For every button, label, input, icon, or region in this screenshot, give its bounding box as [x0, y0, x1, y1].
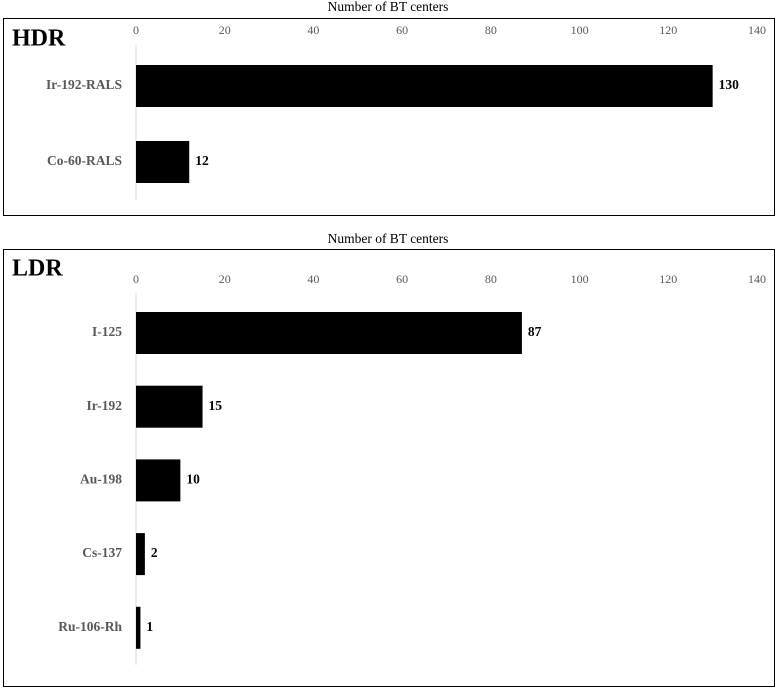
- x-tick-label: 20: [219, 23, 231, 37]
- bar: [136, 312, 522, 354]
- panel-label: LDR: [12, 256, 63, 282]
- bar: [136, 385, 203, 428]
- bar: [136, 141, 190, 183]
- category-label: Au-198: [80, 471, 122, 486]
- panel-frame: [3, 18, 775, 216]
- x-axis-title: Number of BT centers: [328, 231, 449, 246]
- category-label: Ir-192: [87, 398, 123, 413]
- value-label: 2: [151, 545, 158, 560]
- x-tick-label: 100: [571, 272, 589, 286]
- bar: [136, 533, 145, 576]
- x-tick-label: 140: [748, 272, 766, 286]
- x-tick-label: 140: [748, 23, 766, 37]
- category-label: Ru-106-Rh: [58, 619, 122, 634]
- bar: [136, 65, 713, 107]
- x-tick-label: 40: [307, 23, 319, 37]
- value-label: 1: [146, 619, 153, 634]
- category-label: Cs-137: [82, 545, 122, 560]
- x-tick-label: 60: [396, 272, 408, 286]
- x-tick-label: 80: [485, 23, 497, 37]
- x-tick-label: 40: [307, 272, 319, 286]
- x-tick-label: 0: [133, 272, 139, 286]
- x-tick-label: 60: [396, 23, 408, 37]
- value-label: 15: [209, 398, 223, 413]
- category-label: Co-60-RALS: [47, 153, 122, 168]
- value-label: 10: [186, 471, 200, 486]
- value-label: 87: [528, 324, 542, 339]
- category-label: Ir-192-RALS: [46, 77, 122, 92]
- bar: [136, 606, 141, 649]
- panel-label: HDR: [12, 26, 66, 52]
- bar: [136, 459, 181, 502]
- x-tick-label: 80: [485, 272, 497, 286]
- x-tick-label: 120: [659, 23, 677, 37]
- x-tick-label: 0: [133, 23, 139, 37]
- x-axis-title: Number of BT centers: [328, 0, 449, 14]
- value-label: 12: [195, 153, 209, 168]
- panel-frame: [3, 249, 775, 687]
- x-tick-label: 120: [659, 272, 677, 286]
- x-tick-label: 20: [219, 272, 231, 286]
- value-label: 130: [719, 77, 740, 92]
- x-tick-label: 100: [571, 23, 589, 37]
- category-label: I-125: [92, 324, 122, 339]
